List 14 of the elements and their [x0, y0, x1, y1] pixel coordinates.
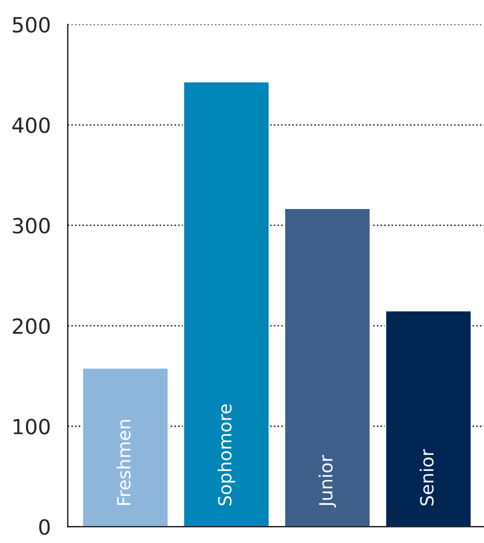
- bar: [82, 367, 169, 527]
- x-tick-label: Sophomore: [218, 404, 236, 506]
- y-tick-label: 100: [14, 418, 50, 434]
- bar: [384, 310, 472, 527]
- y-tick-label: 400: [12, 117, 50, 134]
- x-tick-label: Freshmen: [116, 420, 131, 505]
- y-tick-label: 0: [39, 519, 50, 535]
- y-tick-label: 200: [12, 318, 50, 334]
- y-tick-label: 300: [12, 218, 50, 234]
- bar: [284, 208, 372, 527]
- x-tick-label: Senior: [420, 449, 434, 506]
- x-tick-label: Junior: [318, 454, 336, 508]
- y-tick-label: 500: [12, 16, 50, 33]
- bar: [182, 81, 270, 527]
